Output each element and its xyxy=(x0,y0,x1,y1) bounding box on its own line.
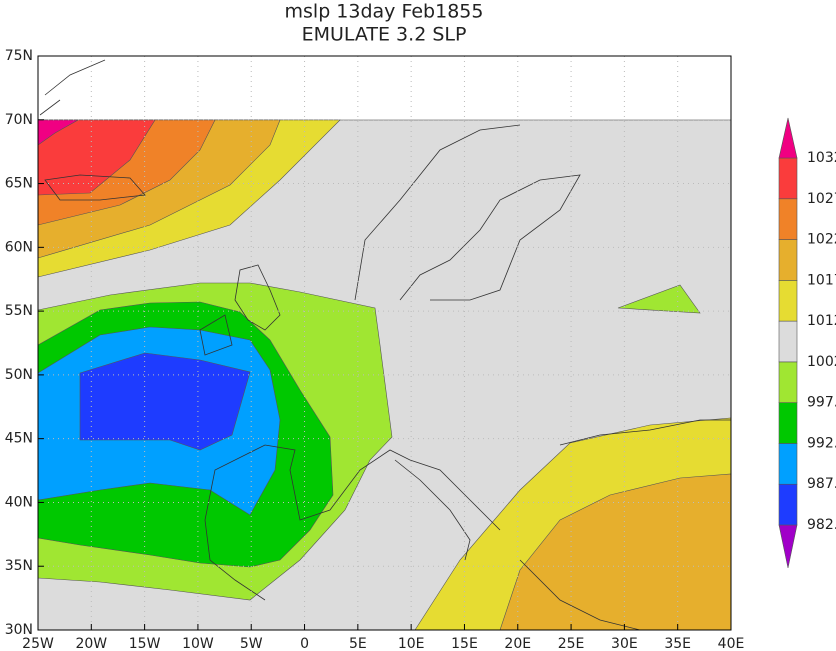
lat-tick-label: 50N xyxy=(5,367,33,383)
lon-tick-label: 10E xyxy=(398,636,425,651)
coastline xyxy=(204,444,501,601)
lon-tick-label: 40E xyxy=(718,636,745,651)
coastline xyxy=(519,419,731,631)
lat-tick-label: 40N xyxy=(5,494,33,510)
lat-tick-label: 55N xyxy=(5,303,33,319)
title: mslp 13day Feb1855 xyxy=(285,1,484,23)
lat-tick-label: 75N xyxy=(5,48,33,64)
lon-tick-label: 20E xyxy=(504,636,531,651)
lat-tick-label: 60N xyxy=(5,239,33,255)
colorbar-box xyxy=(778,280,798,322)
colorbar-box xyxy=(778,320,798,363)
lon-tick-label: 15W xyxy=(129,636,161,651)
colorbar-triangle xyxy=(778,524,798,569)
lat-tick-label: 65N xyxy=(5,176,33,192)
lon-tick-label: 25W xyxy=(22,636,54,651)
lon-tick-label: 5W xyxy=(240,636,263,651)
colorbar-label: 992.5 xyxy=(807,435,836,451)
lat-tick-label: 35N xyxy=(5,558,33,574)
lon-tick-label: 10W xyxy=(182,636,214,651)
lon-tick-label: 5E xyxy=(349,636,367,651)
lon-tick-label: 20W xyxy=(75,636,107,651)
colorbar-label: 1012 xyxy=(807,313,836,329)
colorbar-box xyxy=(778,157,798,200)
colorbar-box xyxy=(778,483,798,526)
lon-tick-label: 30E xyxy=(611,636,638,651)
contour-band xyxy=(79,352,251,451)
coastline xyxy=(44,174,281,356)
colorbar-box xyxy=(778,198,798,240)
colorbar-box xyxy=(778,361,798,403)
coastline xyxy=(39,59,106,116)
colorbar-box xyxy=(778,443,798,485)
colorbar-label: 982.5 xyxy=(807,517,836,533)
subtitle: EMULATE 3.2 SLP xyxy=(302,24,467,46)
colorbar-label: 1022 xyxy=(807,232,836,248)
lon-tick-label: 15E xyxy=(451,636,478,651)
colorbar-label: 1002 xyxy=(807,354,836,370)
lon-tick-label: 35E xyxy=(664,636,691,651)
colorbar-label: 987.5 xyxy=(807,476,836,492)
map-frame xyxy=(37,55,732,631)
coastline xyxy=(354,124,581,301)
colorbar-label: 1017 xyxy=(807,272,836,288)
colorbar-triangle xyxy=(778,117,798,159)
colorbar-box xyxy=(778,402,798,444)
lon-tick-label: 0 xyxy=(300,636,309,651)
contour-band xyxy=(617,284,701,314)
map-area xyxy=(37,55,732,631)
colorbar-box xyxy=(778,239,798,281)
colorbar-label: 997.5 xyxy=(807,395,836,411)
lat-tick-label: 45N xyxy=(5,431,33,447)
lat-tick-label: 70N xyxy=(5,112,33,128)
colorbar: 982.5 987.5 992.5 997.5 1002 1012 1017 1022 1027… xyxy=(778,117,836,569)
colorbar-label: 1027 xyxy=(807,191,836,207)
lat-tick-label: 30N xyxy=(5,622,33,638)
lon-tick-label: 25E xyxy=(558,636,585,651)
